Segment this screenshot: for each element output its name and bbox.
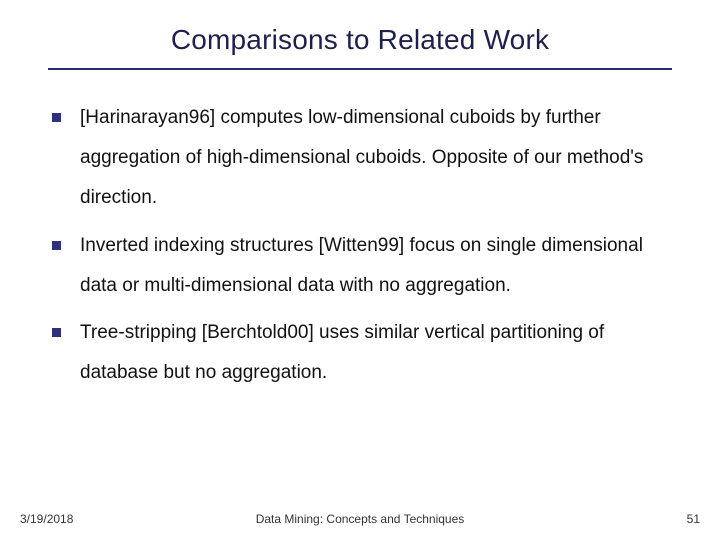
slide-title: Comparisons to Related Work (40, 24, 680, 56)
title-rule (48, 68, 672, 70)
bullet-list: [Harinarayan96] computes low-dimensional… (40, 98, 680, 393)
footer-center: Data Mining: Concepts and Techniques (0, 512, 720, 526)
bullet-text: Tree-stripping [Berchtold00] uses simila… (80, 322, 604, 383)
bullet-text: Inverted indexing structures [Witten99] … (80, 235, 643, 296)
list-item: [Harinarayan96] computes low-dimensional… (80, 98, 672, 218)
bullet-text: [Harinarayan96] computes low-dimensional… (80, 107, 643, 208)
footer-page-number: 51 (687, 512, 700, 526)
square-bullet-icon (52, 328, 61, 337)
list-item: Inverted indexing structures [Witten99] … (80, 226, 672, 306)
square-bullet-icon (52, 113, 61, 122)
square-bullet-icon (52, 241, 61, 250)
slide: Comparisons to Related Work [Harinarayan… (0, 0, 720, 540)
list-item: Tree-stripping [Berchtold00] uses simila… (80, 313, 672, 393)
